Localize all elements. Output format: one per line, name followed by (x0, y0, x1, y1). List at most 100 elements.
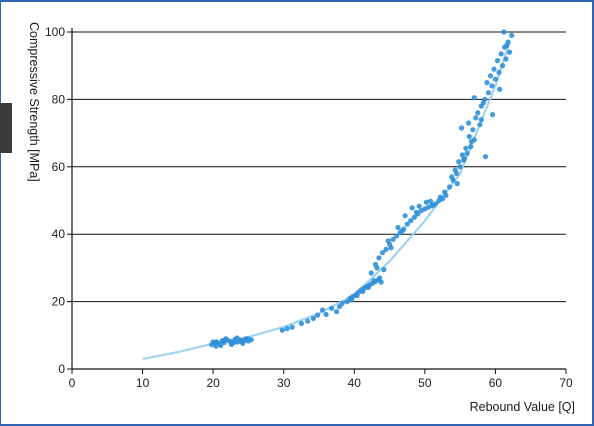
data-point (457, 164, 463, 170)
data-point (377, 275, 383, 281)
x-axis-label: Rebound Value [Q] (470, 400, 575, 414)
data-point (213, 343, 219, 349)
data-point (454, 181, 460, 187)
data-point (499, 63, 506, 69)
data-point (468, 138, 474, 145)
data-point (339, 300, 345, 306)
data-point (496, 69, 502, 75)
y-axis-label: Compressive Strength [MPa] (27, 22, 41, 182)
trend-curve (142, 41, 511, 360)
data-point (383, 246, 389, 252)
data-point (378, 279, 384, 285)
data-point (490, 112, 496, 118)
data-point (459, 125, 465, 131)
data-point (394, 233, 400, 239)
x-tick-label-50: 50 (418, 376, 432, 390)
data-point (218, 342, 224, 348)
x-tick-label-20: 20 (206, 376, 220, 390)
data-point (360, 288, 366, 295)
data-point (388, 245, 394, 251)
y-tick-label-40: 40 (52, 227, 66, 241)
data-point (468, 144, 474, 150)
data-point (242, 337, 248, 343)
y-tick-label-20: 20 (52, 295, 66, 309)
data-point (221, 338, 227, 344)
data-point (487, 73, 494, 79)
data-point (480, 100, 486, 106)
x-tick-label-70: 70 (559, 376, 573, 390)
data-point (402, 213, 408, 219)
data-point (368, 270, 374, 276)
data-point (385, 238, 391, 244)
x-tick-label-30: 30 (277, 376, 291, 390)
data-point (374, 265, 380, 271)
data-point (437, 194, 443, 200)
y-tick-label-100: 100 (45, 25, 65, 39)
data-point (323, 311, 329, 317)
data-point (463, 145, 469, 151)
data-point (365, 284, 371, 290)
data-point (477, 122, 483, 128)
data-point (506, 49, 513, 55)
data-point (492, 76, 498, 82)
data-point (399, 228, 405, 234)
data-point (305, 318, 311, 324)
data-point (289, 324, 295, 330)
trend-curve-layer (142, 41, 511, 360)
data-point (503, 56, 509, 62)
data-point (376, 255, 382, 261)
data-point (416, 203, 422, 209)
data-point (466, 133, 472, 140)
data-point (298, 320, 304, 327)
data-point (478, 117, 484, 123)
data-point (231, 339, 237, 345)
data-point (461, 155, 467, 161)
x-tick-label-40: 40 (348, 376, 362, 390)
data-point (485, 90, 491, 96)
y-tick-label-60: 60 (52, 160, 66, 174)
page-edge-tab (0, 103, 12, 153)
data-point (390, 236, 396, 242)
data-point (409, 205, 415, 211)
data-point (423, 199, 429, 205)
data-points (209, 29, 515, 349)
data-point (504, 42, 510, 49)
x-tick-label-10: 10 (136, 376, 150, 390)
data-point (501, 29, 507, 35)
data-point (470, 127, 476, 133)
data-point (395, 224, 401, 231)
data-point (464, 150, 470, 156)
data-point (442, 189, 448, 195)
x-tick-label-60: 60 (489, 376, 503, 390)
data-point (234, 335, 240, 341)
data-point (210, 339, 216, 345)
data-point (482, 154, 489, 160)
data-point (329, 305, 335, 311)
data-point (449, 174, 455, 180)
data-point (284, 326, 290, 332)
data-point (452, 167, 458, 173)
data-point (475, 110, 481, 116)
data-point (497, 86, 503, 92)
data-point (315, 312, 321, 318)
data-point (494, 58, 501, 64)
data-point (411, 214, 417, 220)
grid-lines (72, 31, 566, 303)
data-point (344, 299, 350, 305)
axes (67, 28, 567, 374)
data-point (310, 315, 316, 321)
data-point (381, 267, 387, 273)
data-point (430, 202, 436, 208)
data-point (471, 95, 477, 101)
data-point (348, 297, 355, 303)
data-point (408, 218, 414, 224)
data-point (491, 66, 497, 72)
data-point (279, 327, 285, 333)
data-point (319, 307, 326, 313)
data-point (509, 32, 515, 39)
x-tick-label-0: 0 (69, 376, 76, 390)
data-point (498, 51, 504, 57)
data-point (427, 198, 434, 204)
data-point (334, 309, 340, 315)
data-point (413, 209, 419, 215)
